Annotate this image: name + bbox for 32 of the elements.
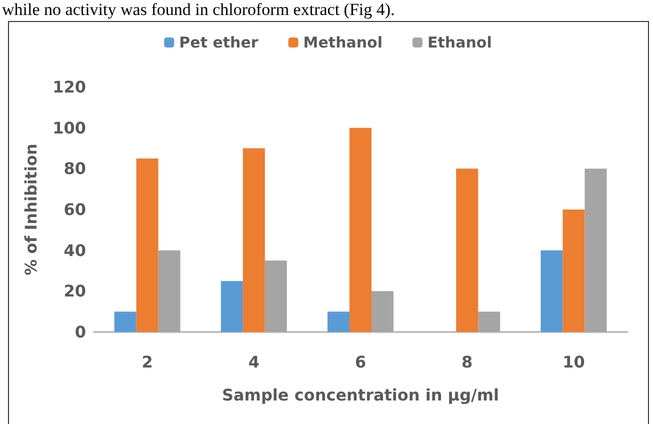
y-tick-label: 20 [64, 282, 86, 301]
x-tick-label: 6 [354, 352, 366, 372]
x-tick-label: 10 [562, 352, 585, 372]
y-tick-label: 40 [64, 240, 86, 260]
bar [328, 312, 350, 332]
y-axis-title: % of Inhibition [22, 144, 40, 276]
bar [456, 168, 478, 332]
bar [220, 280, 243, 332]
bar [350, 128, 372, 332]
x-tick-label: 8 [462, 352, 473, 372]
bar [136, 158, 158, 332]
bar [562, 210, 585, 332]
legend-label: Methanol [303, 34, 383, 52]
bar [158, 250, 180, 332]
bar [540, 250, 563, 332]
bar [584, 168, 607, 332]
y-tick-label: 0 [74, 322, 86, 342]
bar [372, 291, 394, 332]
legend-label: Ethanol [428, 34, 492, 52]
y-tick-label: 120 [52, 78, 86, 96]
bar [264, 260, 287, 332]
y-tick-label: 60 [64, 200, 86, 219]
bar [242, 148, 265, 332]
legend-label: Pet ether [179, 34, 259, 52]
x-axis-title: Sample concentration in µg/ml [222, 386, 500, 404]
x-tick-label: 2 [142, 352, 153, 372]
text: while no activity was found in chloroform extract (Fig 4). [2, 0, 395, 19]
y-tick-label: 80 [64, 159, 86, 178]
bar [478, 312, 500, 332]
bar [114, 312, 136, 332]
x-tick-label: 4 [248, 352, 260, 372]
y-tick-label: 100 [52, 118, 86, 138]
